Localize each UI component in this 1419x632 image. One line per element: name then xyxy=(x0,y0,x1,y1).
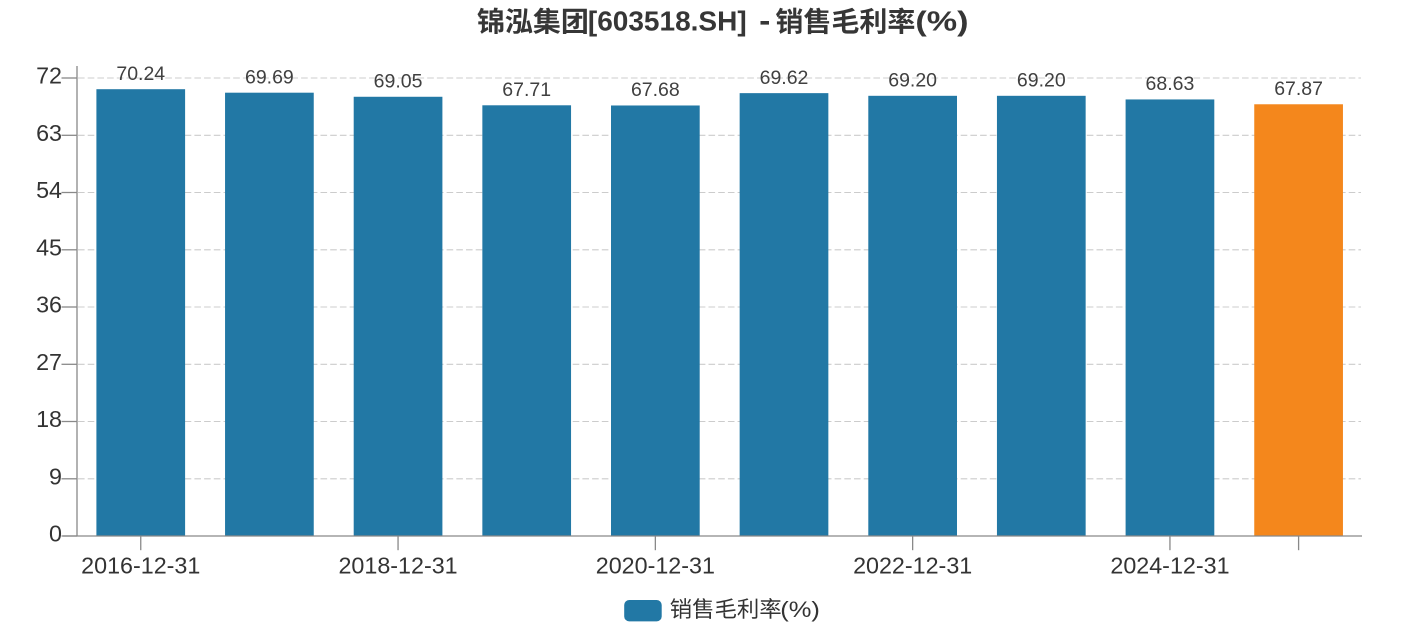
svg-text:67.68: 67.68 xyxy=(631,79,680,101)
svg-text:68.63: 68.63 xyxy=(1146,73,1195,95)
svg-text:67.71: 67.71 xyxy=(502,79,551,101)
svg-text:2018-12-31: 2018-12-31 xyxy=(338,552,457,578)
svg-text:(%): (%) xyxy=(915,5,968,36)
svg-text:9: 9 xyxy=(49,463,62,489)
svg-text:45: 45 xyxy=(36,234,62,260)
svg-text:69.20: 69.20 xyxy=(1017,70,1066,92)
svg-text:18: 18 xyxy=(36,406,62,432)
svg-text:2024-12-31: 2024-12-31 xyxy=(1110,552,1229,578)
svg-text:0: 0 xyxy=(49,521,62,547)
svg-text:69.20: 69.20 xyxy=(888,70,937,92)
svg-text:2020-12-31: 2020-12-31 xyxy=(596,552,715,578)
svg-text:54: 54 xyxy=(36,177,62,203)
svg-text:27: 27 xyxy=(36,349,62,375)
svg-text:2016-12-31: 2016-12-31 xyxy=(81,552,200,578)
svg-text:36: 36 xyxy=(36,292,62,318)
svg-text:63: 63 xyxy=(36,120,62,146)
svg-text:70.24: 70.24 xyxy=(116,63,165,85)
svg-text:67.87: 67.87 xyxy=(1274,78,1323,100)
svg-text:2022-12-31: 2022-12-31 xyxy=(853,552,972,578)
svg-text:69.05: 69.05 xyxy=(374,71,423,93)
svg-text:72: 72 xyxy=(36,63,62,89)
svg-text:69.62: 69.62 xyxy=(760,67,809,89)
svg-text:69.69: 69.69 xyxy=(245,66,294,88)
svg-text:(%): (%) xyxy=(780,598,820,623)
svg-text:[603518.SH]: [603518.SH] xyxy=(588,6,747,37)
